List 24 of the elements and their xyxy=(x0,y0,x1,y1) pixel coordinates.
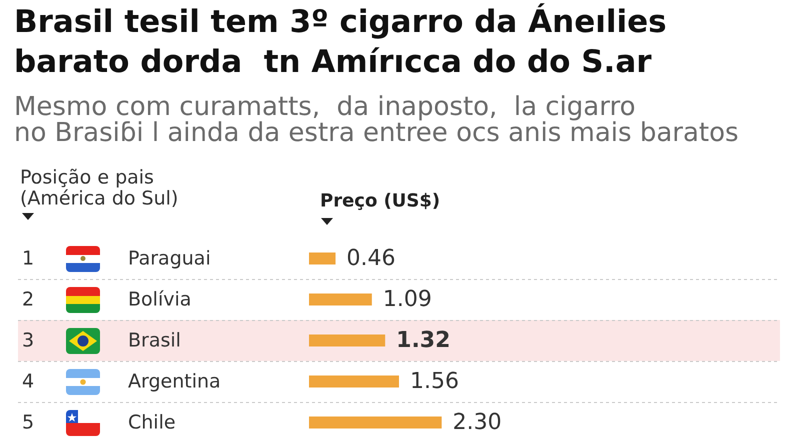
y-tick-label: Bolívia xyxy=(128,288,192,310)
y-tick-label: Argentina xyxy=(128,370,221,392)
chart-subtitle: Mesmo com curamatts, da inaposto, la cigarro no Brasiɓi l ainda da estra entree ocs anis mais baratos xyxy=(14,92,739,148)
text: 3 xyxy=(22,330,34,352)
y-tick-label: Brasil xyxy=(128,330,181,352)
text: 1 xyxy=(22,248,34,270)
y-tick-label: Chile xyxy=(128,412,176,434)
text: 5 xyxy=(22,412,34,434)
chart-title: Brasil tesil tem 3º cigarro da Áneılies barato dorda tn Amírıcca do do S.ar xyxy=(14,3,667,80)
y-axis-title: Posição e pais (América do Sul) xyxy=(20,166,178,210)
text: 4 xyxy=(22,370,34,392)
y-tick-label: Paraguai xyxy=(128,248,211,270)
bar xyxy=(309,376,399,388)
bar xyxy=(309,416,442,428)
data-label: 0.46 xyxy=(346,246,396,271)
x-axis-title: Preço (US$) xyxy=(320,190,440,212)
data-label: 1.32 xyxy=(396,328,450,353)
bar xyxy=(309,294,372,306)
data-label: 1.56 xyxy=(410,369,459,394)
text: 2 xyxy=(22,288,34,310)
bar xyxy=(309,252,336,264)
data-label: 2.30 xyxy=(452,410,502,435)
data-label: 1.09 xyxy=(382,287,432,312)
bar xyxy=(309,334,386,346)
